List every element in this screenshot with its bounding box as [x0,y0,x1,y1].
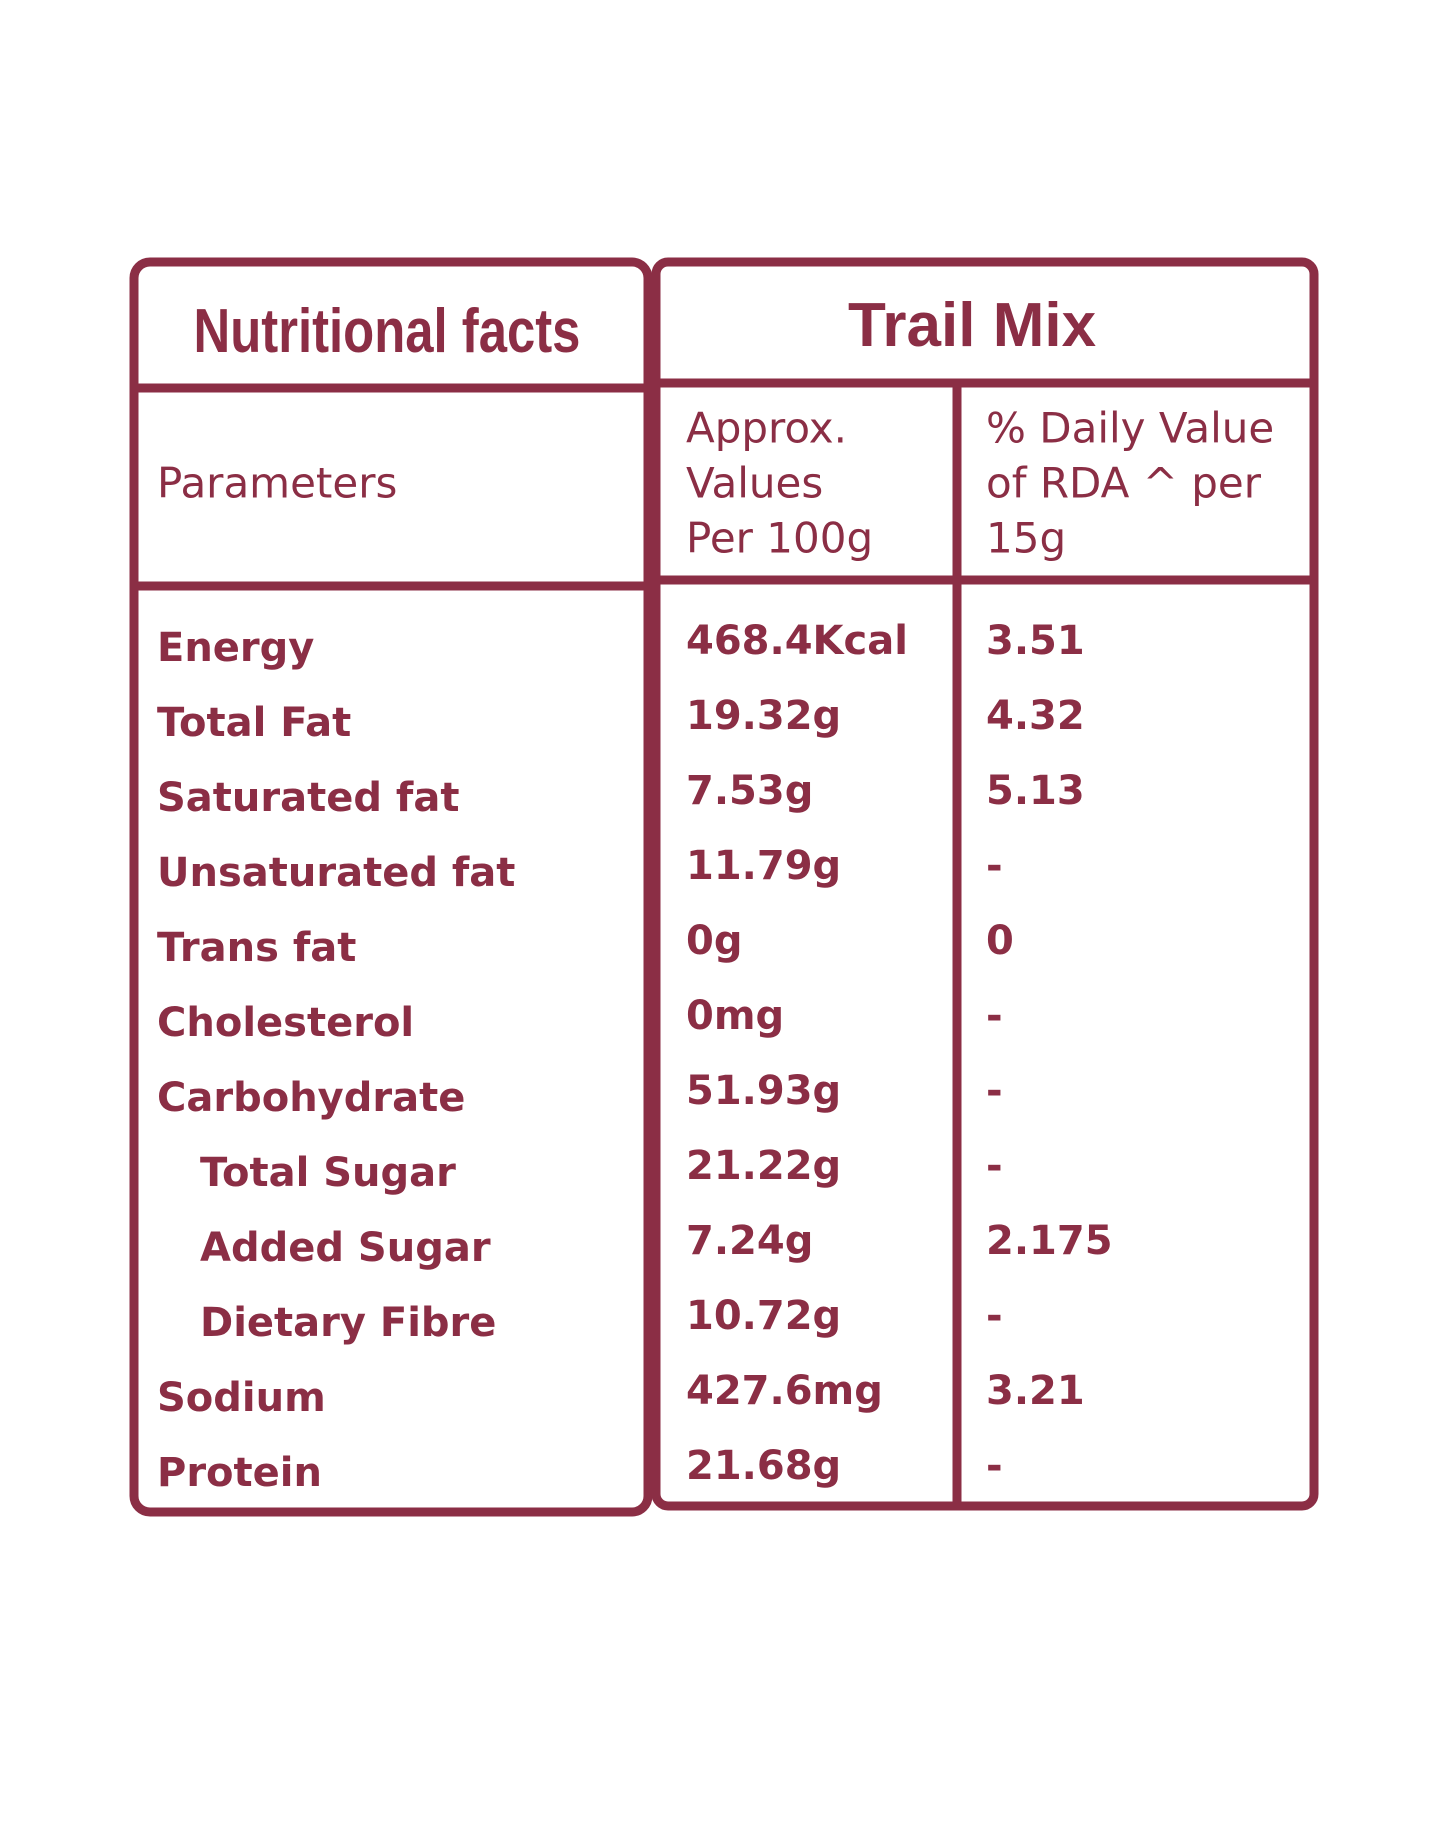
parameter: Protein [157,1450,322,1496]
parameter: Total Sugar [200,1150,456,1196]
value: 11.79g [686,843,841,889]
value: 0g [686,918,742,964]
value: 0mg [686,993,784,1039]
value: 0 [986,918,1014,964]
parameter: Total Fat [157,700,351,746]
parameter: Trans fat [157,925,356,971]
column-header: Values [686,459,823,508]
column-header: of RDA ^ per [986,459,1262,508]
left-box [129,257,653,1517]
parameter: Added Sugar [200,1225,491,1271]
title: Nutritional facts [194,297,581,366]
value: 10.72g [686,1293,841,1339]
value: - [986,1143,1003,1189]
value: 2.175 [986,1218,1113,1264]
column-header: Parameters [157,459,397,508]
value: - [986,993,1003,1039]
value: - [986,1068,1003,1114]
value: - [986,1443,1003,1489]
value: 21.68g [686,1443,841,1489]
value: 21.22g [686,1143,841,1189]
product-name: Trail Mix [848,291,1097,360]
value: 19.32g [686,693,841,739]
value: 468.4Kcal [686,618,908,664]
parameter: Energy [157,625,314,671]
value: - [986,1293,1003,1339]
value: 5.13 [986,768,1085,814]
parameter: Unsaturated fat [157,850,515,896]
column-header: % Daily Value [986,404,1274,453]
value: 3.51 [986,618,1085,664]
parameter: Saturated fat [157,775,459,821]
value: 7.53g [686,768,813,814]
value: 3.21 [986,1368,1085,1414]
column-header: Per 100g [686,514,873,563]
value: 7.24g [686,1218,813,1264]
parameter: Carbohydrate [157,1075,465,1121]
parameter: Sodium [157,1375,326,1421]
column-header: 15g [986,514,1066,563]
right-box [651,257,1319,1511]
parameter: Dietary Fibre [200,1300,496,1346]
value: 4.32 [986,693,1085,739]
value: 51.93g [686,1068,841,1114]
column-header: Approx. [686,404,847,453]
value: 427.6mg [686,1368,883,1414]
value: - [986,843,1003,889]
parameter: Cholesterol [157,1000,414,1046]
